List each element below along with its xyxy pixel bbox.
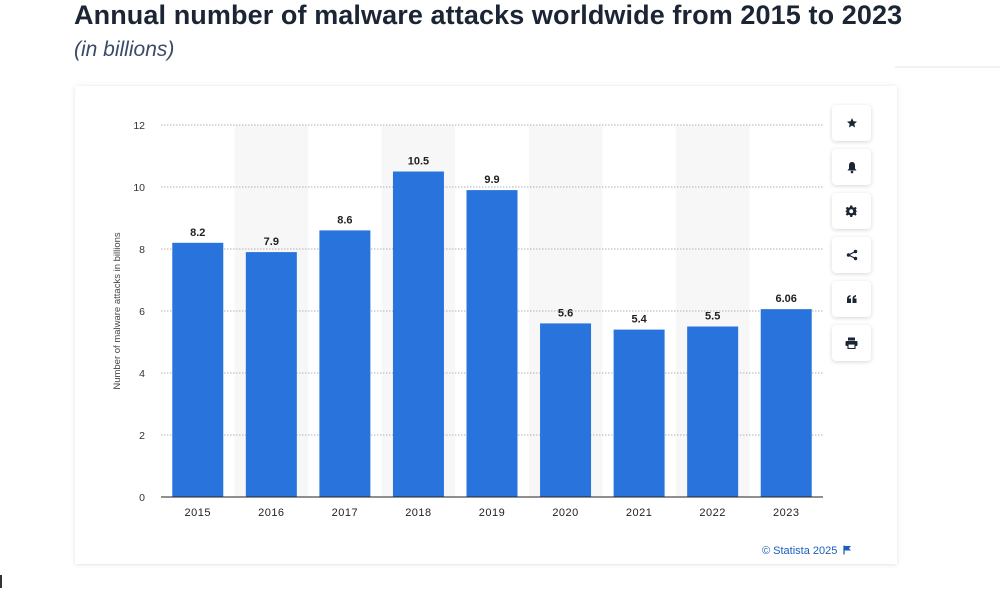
data-label: 7.9	[264, 236, 279, 248]
x-tick-label: 2016	[258, 507, 284, 519]
print-button[interactable]	[832, 325, 871, 361]
bell-icon	[846, 161, 858, 174]
chart-toolbar	[832, 105, 871, 369]
data-label: 8.2	[190, 227, 205, 239]
y-tick-label: 2	[139, 430, 145, 442]
bar	[540, 323, 592, 497]
y-tick-label: 10	[133, 182, 145, 194]
data-label: 10.5	[408, 156, 429, 168]
x-tick-label: 2015	[185, 507, 211, 519]
page-title: Annual number of malware attacks worldwi…	[74, 0, 903, 30]
page-subtitle: (in billions)	[74, 38, 175, 61]
chart-card: 0 2 4 6 8 10 12 8.2 2015 7.9 2016 8.6 2017 10.5 2018 9.…	[75, 86, 897, 564]
bar	[245, 252, 297, 497]
print-icon	[845, 337, 858, 349]
share-button[interactable]	[832, 237, 871, 273]
bar	[172, 242, 224, 497]
x-tick-label: 2020	[552, 507, 578, 519]
favorite-button[interactable]	[832, 105, 871, 141]
star-icon	[846, 117, 858, 129]
share-icon	[846, 249, 858, 261]
bar-chart: 0 2 4 6 8 10 12 8.2 2015 7.9 2016 8.6 2017 10.5 2018 9.…	[112, 120, 823, 519]
data-label: 5.6	[558, 307, 573, 319]
x-tick-label: 2022	[699, 507, 725, 519]
x-tick-label: 2017	[332, 507, 358, 519]
bar	[319, 230, 371, 497]
data-label: 5.4	[631, 314, 647, 326]
settings-button[interactable]	[832, 193, 871, 229]
cite-button[interactable]	[832, 281, 871, 317]
y-tick-label: 12	[133, 120, 145, 132]
y-tick-label: 6	[139, 306, 145, 318]
bar	[760, 309, 812, 497]
data-label: 6.06	[776, 293, 797, 305]
bar	[392, 171, 444, 497]
gear-icon	[845, 205, 858, 218]
decorative-strip	[895, 66, 1000, 68]
bar	[687, 326, 739, 497]
statista-credit[interactable]: © Statista 2025	[762, 545, 852, 557]
bar	[466, 190, 518, 497]
credit-text: © Statista 2025	[762, 545, 838, 557]
quote-icon	[846, 294, 858, 304]
x-tick-label: 2018	[405, 507, 431, 519]
y-tick-label: 8	[139, 244, 145, 256]
y-axis-title: Number of malware attacks in billions	[112, 232, 123, 390]
data-label: 8.6	[337, 214, 352, 226]
x-tick-label: 2023	[773, 507, 799, 519]
flag-icon	[840, 545, 852, 557]
notification-button[interactable]	[832, 149, 871, 185]
x-tick-label: 2021	[626, 507, 652, 519]
edge-marker	[0, 575, 2, 588]
data-label: 5.5	[705, 311, 720, 323]
x-tick-label: 2019	[479, 507, 505, 519]
y-tick-label: 0	[139, 492, 145, 504]
y-tick-label: 4	[139, 368, 145, 380]
bar	[613, 329, 665, 497]
data-label: 9.9	[484, 174, 499, 186]
